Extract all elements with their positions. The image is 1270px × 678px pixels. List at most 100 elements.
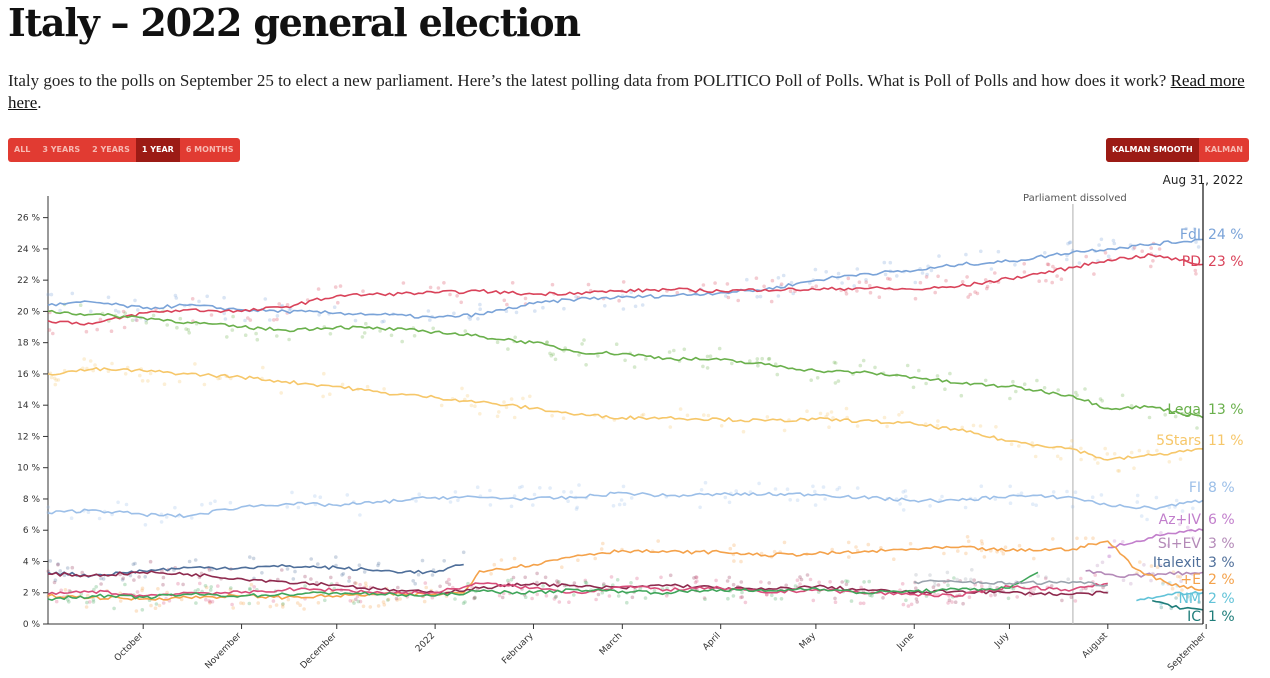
poll-dot xyxy=(334,555,338,559)
poll-dot xyxy=(260,571,264,575)
poll-dot xyxy=(239,601,243,605)
poll-dot xyxy=(203,584,208,588)
poll-dot xyxy=(788,289,793,294)
poll-dot xyxy=(898,502,902,506)
poll-dot xyxy=(538,486,542,490)
poll-dot xyxy=(682,347,687,352)
intro-end: . xyxy=(37,93,42,112)
poll-dot xyxy=(821,485,826,489)
poll-dot xyxy=(936,419,940,423)
poll-dot xyxy=(130,318,135,323)
poll-dot xyxy=(314,580,319,585)
mode-kalman-smooth[interactable]: KALMAN SMOOTH xyxy=(1106,138,1199,162)
poll-dot xyxy=(758,294,763,299)
poll-dot xyxy=(985,284,990,289)
poll-dot xyxy=(200,502,204,507)
poll-dot xyxy=(776,294,781,298)
poll-dot xyxy=(1075,393,1079,398)
poll-dot xyxy=(1070,439,1074,443)
poll-dot xyxy=(430,573,435,577)
poll-dot xyxy=(86,593,90,598)
read-more-link[interactable]: Read more here xyxy=(8,71,1245,112)
poll-dot xyxy=(448,292,452,297)
poll-dot xyxy=(935,374,940,378)
range-3-years[interactable]: 3 YEARS xyxy=(42,145,81,154)
poll-dot xyxy=(960,425,964,430)
poll-dot xyxy=(1045,262,1050,266)
mode-kalman[interactable]: KALMAN xyxy=(1204,145,1243,154)
poll-dot xyxy=(1194,240,1198,244)
poll-dot xyxy=(208,601,212,605)
poll-dot xyxy=(904,598,908,603)
end-label-name: +E xyxy=(1180,572,1201,588)
poll-dot xyxy=(417,492,422,497)
poll-dot xyxy=(134,609,139,613)
poll-dot xyxy=(1015,595,1019,599)
poll-dot xyxy=(445,580,449,585)
poll-dot xyxy=(1112,452,1117,456)
poll-dot xyxy=(970,568,974,572)
poll-dot xyxy=(900,582,905,586)
poll-dot xyxy=(478,412,482,416)
poll-dot xyxy=(456,498,460,503)
poll-dot xyxy=(764,592,769,597)
poll-dot xyxy=(523,575,527,580)
poll-dot xyxy=(765,592,769,597)
poll-dot xyxy=(615,578,620,582)
series-line xyxy=(47,309,1204,419)
poll-dot xyxy=(846,579,850,584)
poll-dot xyxy=(607,594,612,598)
poll-dot xyxy=(625,600,629,605)
poll-dot xyxy=(713,281,717,285)
poll-dot xyxy=(67,600,71,604)
poll-dot xyxy=(656,539,660,543)
poll-dot xyxy=(685,413,690,418)
poll-dot xyxy=(179,597,184,602)
poll-dot xyxy=(161,575,166,580)
range-6-months[interactable]: 6 MONTHS xyxy=(185,145,234,154)
poll-dot xyxy=(572,593,576,597)
poll-dot xyxy=(699,488,704,492)
poll-dot xyxy=(622,502,627,507)
poll-dot xyxy=(727,575,732,580)
range-2-years[interactable]: 2 YEARS xyxy=(92,145,130,154)
poll-dot xyxy=(1044,278,1048,283)
poll-dot xyxy=(97,516,102,521)
poll-dot xyxy=(782,428,787,433)
poll-dot xyxy=(844,579,848,583)
poll-dot xyxy=(980,584,984,588)
poll-dot xyxy=(488,503,493,507)
poll-dot xyxy=(202,382,207,387)
poll-dot xyxy=(466,581,470,586)
poll-dot xyxy=(833,596,837,601)
poll-dot xyxy=(541,584,545,588)
poll-dot xyxy=(460,386,464,391)
poll-dot xyxy=(779,282,784,286)
poll-dot xyxy=(924,275,929,279)
poll-dot xyxy=(617,298,621,303)
poll-dot xyxy=(448,500,453,504)
poll-dot xyxy=(162,382,167,386)
poll-dot xyxy=(1066,577,1070,581)
range-all[interactable]: ALL xyxy=(14,145,31,154)
poll-dot xyxy=(174,296,179,300)
poll-dot xyxy=(836,379,841,383)
poll-dot xyxy=(805,573,810,577)
poll-dot xyxy=(442,281,446,285)
poll-dot xyxy=(196,588,200,592)
poll-dot xyxy=(993,271,997,275)
poll-dot xyxy=(1120,393,1125,398)
poll-dot xyxy=(868,290,873,295)
poll-dot xyxy=(664,594,669,598)
poll-dot xyxy=(1174,596,1178,600)
range-1-year[interactable]: 1 YEAR xyxy=(135,138,180,162)
poll-dot xyxy=(1106,254,1111,259)
poll-dot xyxy=(398,597,402,601)
poll-dot xyxy=(54,599,59,604)
end-label-value: 2 % xyxy=(1208,572,1235,588)
poll-dot xyxy=(249,582,254,587)
poll-dot xyxy=(961,601,965,606)
poll-dot xyxy=(209,585,213,589)
poll-dot xyxy=(63,588,68,592)
poll-dot xyxy=(717,346,722,351)
